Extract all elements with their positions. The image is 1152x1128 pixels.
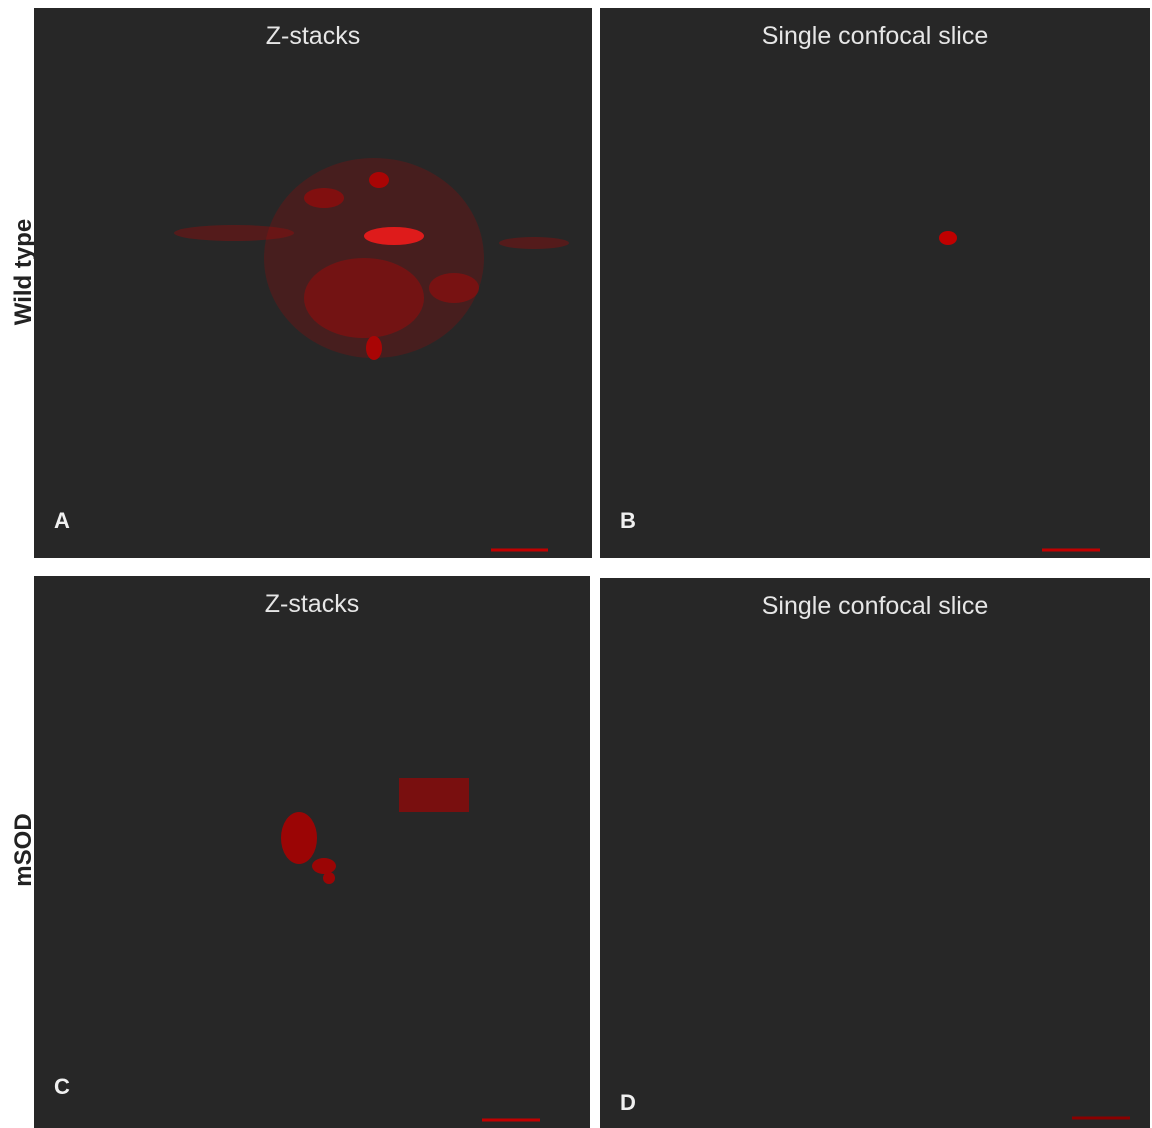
panel-title: Single confocal slice bbox=[600, 22, 1150, 51]
panel-title: Single confocal slice bbox=[600, 592, 1150, 621]
image-panel: Single confocal slice B bbox=[600, 8, 1150, 558]
panel-letter: D bbox=[620, 1090, 636, 1116]
micrograph bbox=[600, 578, 1150, 1128]
micrograph bbox=[34, 576, 590, 1128]
panel-title: Z-stacks bbox=[34, 590, 590, 619]
panel-letter: C bbox=[54, 1074, 70, 1100]
micrograph bbox=[600, 8, 1150, 558]
image-panel: Single confocal slice D bbox=[600, 578, 1150, 1128]
image-panel: Z-stacks C bbox=[34, 576, 590, 1128]
panel-title: Z-stacks bbox=[34, 22, 592, 51]
figure: Wild type mSOD Z-stacks A Single confoc bbox=[0, 0, 1152, 1128]
panel-letter: B bbox=[620, 508, 636, 534]
panel-letter: A bbox=[54, 508, 70, 534]
micrograph bbox=[34, 8, 592, 558]
image-panel: Z-stacks A bbox=[34, 8, 592, 558]
